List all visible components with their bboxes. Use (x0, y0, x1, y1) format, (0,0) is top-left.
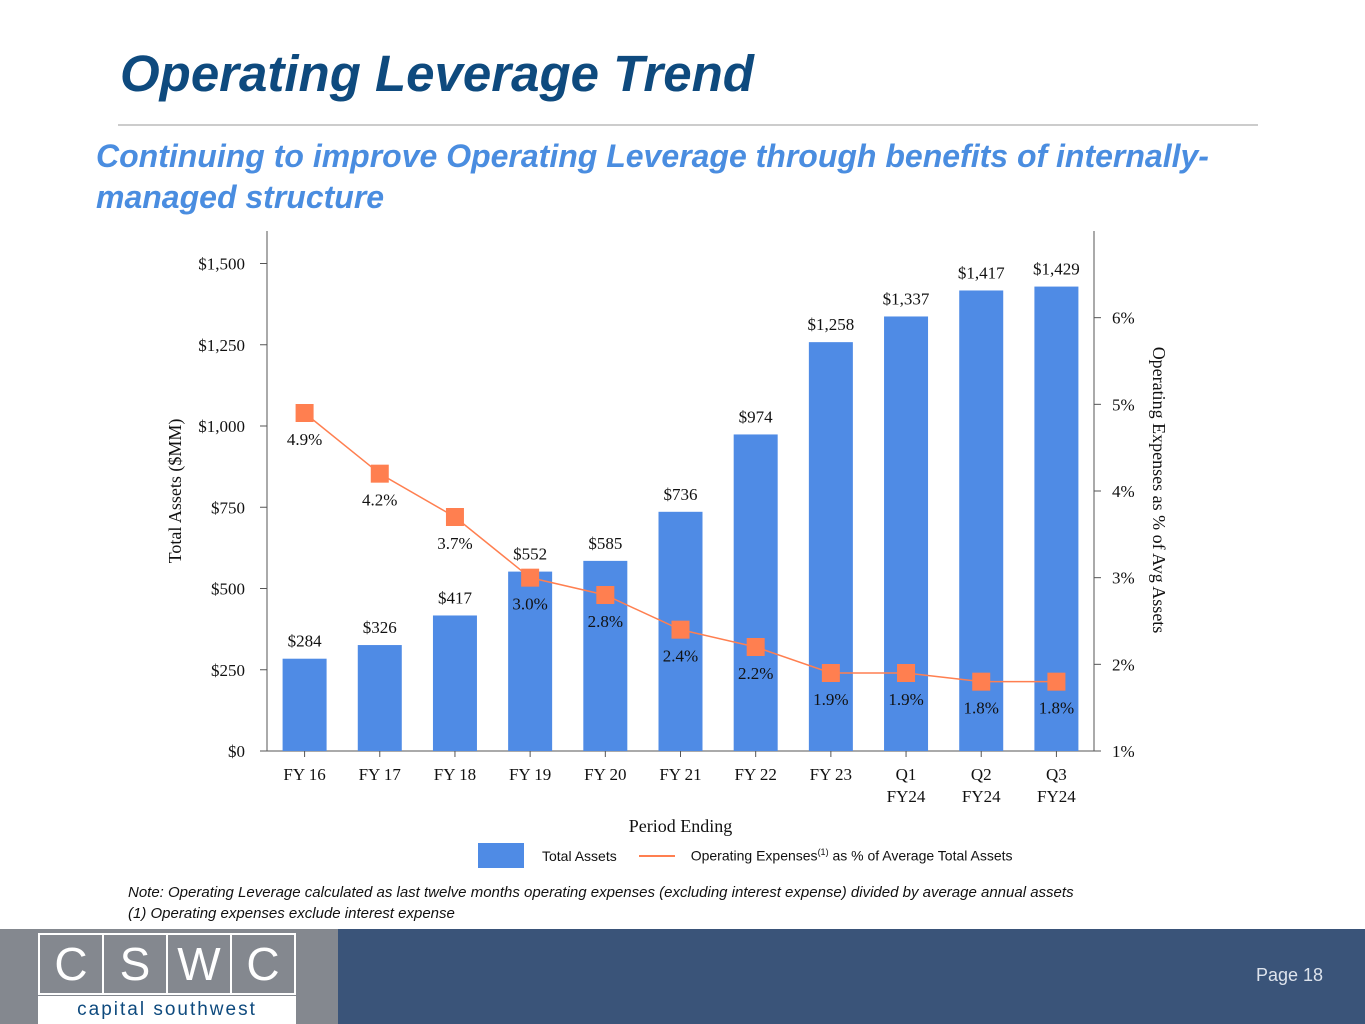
legend-bar-label: Total Assets (542, 847, 617, 864)
x-tick-label: Q2 (971, 765, 992, 784)
y-tick-label-right: 3% (1112, 569, 1135, 588)
bar (357, 645, 402, 751)
y-tick-label-left: $0 (228, 742, 245, 761)
bar-label: $1,258 (807, 315, 854, 334)
bar (432, 615, 477, 751)
legend-line-swatch (638, 854, 675, 857)
bar-label: $284 (288, 632, 323, 651)
line-data-label: 2.4% (663, 647, 698, 666)
x-tick-label: FY24 (962, 787, 1001, 806)
footer-bar: C S W C capital southwest Page 18 (0, 929, 1365, 1024)
legend-bar-swatch (478, 843, 524, 868)
chart-legend: Total Assets Operating Expenses(1) as % … (478, 843, 1013, 868)
bar (884, 316, 929, 751)
bar-label: $326 (363, 618, 397, 637)
footnotes: Note: Operating Leverage calculated as l… (128, 882, 1328, 924)
y-tick-label-left: $1,000 (198, 417, 245, 436)
line-marker (821, 664, 840, 682)
line-data-label: 1.9% (888, 690, 923, 709)
x-tick-label: FY24 (887, 787, 926, 806)
legend-line-label: Operating Expenses(1) as % of Average To… (690, 847, 1013, 864)
bar-label: $736 (664, 485, 698, 504)
page-number: Page 18 (1255, 965, 1323, 985)
line-marker (370, 464, 389, 483)
company-logo: C S W C (38, 933, 296, 995)
x-tick-label: FY 20 (584, 765, 626, 784)
logo-letter: C (246, 938, 280, 990)
line-data-label: 1.8% (964, 699, 999, 718)
y-tick-label-right: 4% (1112, 482, 1135, 501)
footer-logo-panel: C S W C capital southwest (0, 929, 338, 1024)
bar-label: $585 (588, 534, 622, 553)
line-data-label: 2.8% (588, 612, 623, 631)
y-axis-title-left: Total Assets ($MM) (165, 419, 186, 564)
y-tick-label-left: $1,500 (198, 255, 245, 274)
line-marker (671, 620, 690, 639)
y-tick-label-right: 2% (1112, 655, 1135, 674)
line-marker (972, 672, 991, 691)
bar (808, 342, 853, 751)
bar (282, 658, 327, 751)
x-tick-label: FY24 (1037, 787, 1076, 806)
line-data-label: 4.2% (362, 491, 397, 510)
page-title: Operating Leverage Trend (120, 45, 754, 102)
bar-label: $974 (739, 407, 774, 426)
line-data-label: 1.9% (813, 690, 848, 709)
x-tick-label: Q3 (1046, 765, 1067, 784)
bar-label: $1,429 (1033, 260, 1080, 279)
page-subtitle: Continuing to improve Operating Leverage… (96, 138, 1209, 215)
bar-label: $552 (513, 545, 547, 564)
title-divider (118, 124, 1258, 126)
x-tick-label: FY 22 (735, 765, 777, 784)
logo-letter: S (104, 935, 168, 993)
y-axis-title-right: Operating Expenses as % of Avg Assets (1149, 347, 1169, 634)
y-tick-label-left: $1,250 (198, 336, 245, 355)
line-data-label: 4.9% (287, 430, 322, 449)
note-line-1: Note: Operating Leverage calculated as l… (128, 884, 1074, 901)
y-tick-label-right: 5% (1112, 395, 1135, 414)
x-tick-label: FY 18 (434, 765, 476, 784)
bar (508, 571, 553, 751)
line-marker (295, 404, 314, 422)
logo-letter: W (168, 935, 232, 993)
combo-chart: $0 $250 $500 $750 $1,000 $1,250 $1,500 1% 2% 3% 4%… (165, 231, 1169, 836)
x-tick-label: FY 16 (283, 765, 325, 784)
y-tick-label-right: 1% (1112, 742, 1135, 761)
y-tick-label-left: $250 (211, 661, 245, 680)
logo-letter: C (40, 935, 104, 993)
x-tick-label: FY 21 (659, 765, 701, 784)
line-data-label: 3.7% (437, 534, 472, 553)
line-marker (596, 586, 615, 604)
note-line-2: (1) Operating expenses exclude interest … (128, 905, 455, 922)
line-marker (445, 508, 464, 526)
line-marker (897, 664, 916, 682)
x-tick-label: FY 19 (509, 765, 551, 784)
y-tick-label-left: $500 (211, 580, 245, 599)
bar-label: $1,417 (958, 263, 1005, 282)
bar-label: $417 (438, 588, 473, 607)
logo-subtitle: capital southwest (38, 996, 296, 1024)
bar-label: $1,337 (883, 289, 930, 308)
line-marker (521, 568, 540, 587)
line-data-label: 1.8% (1039, 699, 1074, 718)
line-data-label: 2.2% (738, 664, 773, 683)
y-tick-label-right: 6% (1112, 309, 1135, 328)
line-marker (746, 638, 765, 656)
x-tick-label: FY 17 (359, 765, 402, 784)
line-marker (1047, 672, 1066, 691)
line-data-label: 3.0% (512, 595, 547, 614)
y-tick-label-left: $750 (211, 498, 245, 517)
x-tick-label: Q1 (896, 765, 917, 784)
bar (733, 434, 778, 751)
x-tick-label: FY 23 (810, 765, 852, 784)
x-axis-title: Period Ending (629, 816, 733, 836)
